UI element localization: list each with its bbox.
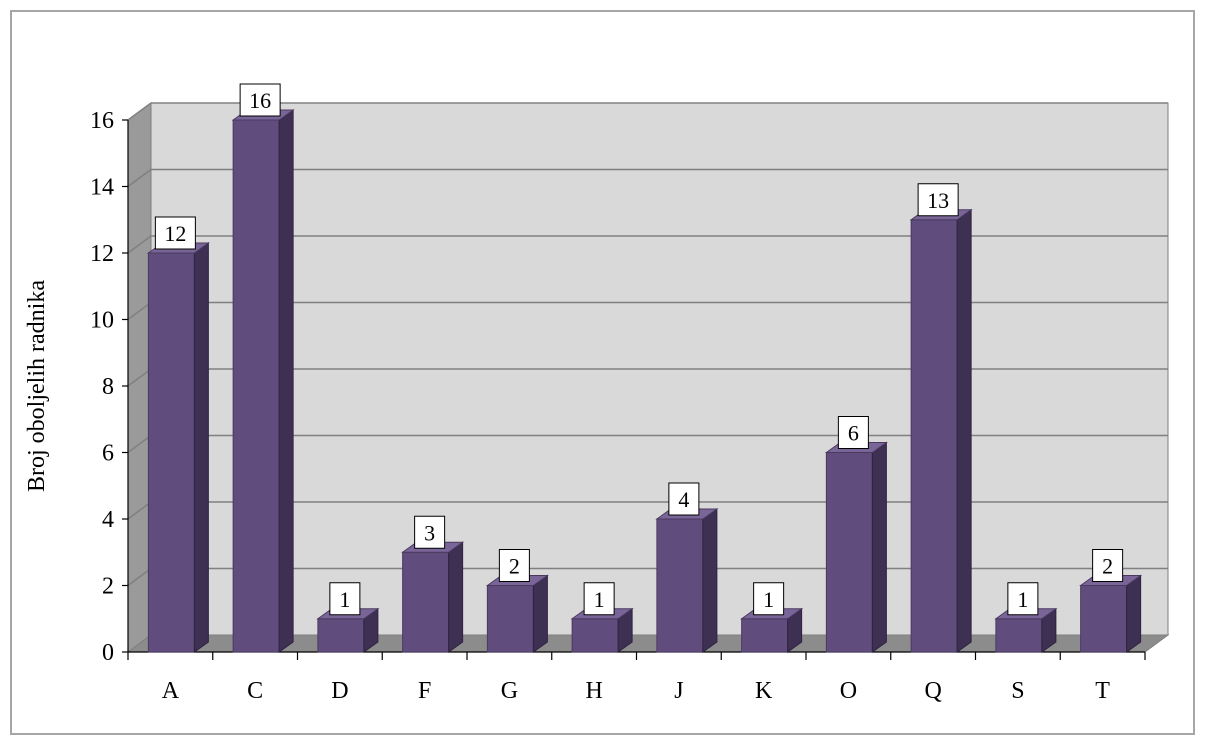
y-tick-label: 10 [90,308,114,334]
bar-front [995,618,1043,653]
bar-side [702,508,718,653]
bar-side [956,208,972,653]
data-label-box [668,482,700,516]
bar-front [910,219,958,653]
data-label-box [917,183,959,217]
data-label-box [753,582,785,616]
data-label-box [837,416,869,449]
bar-side [871,441,887,653]
bar-front [486,585,534,653]
bar-T: 2 [1079,549,1143,653]
x-tick-label: S [1011,678,1024,704]
y-tick-label: 0 [102,640,114,666]
bar-side [448,541,464,653]
data-label: 4 [678,487,689,512]
y-tick-label: 6 [102,441,114,467]
data-label-box [1092,549,1124,582]
y-tick-label: 12 [90,241,114,267]
gridline-side [127,235,152,254]
bar-side [193,242,209,653]
gridline-side [127,368,152,387]
data-label: 1 [339,587,350,612]
bar-side [1126,574,1142,653]
bar-front [741,618,789,653]
axes [122,119,1146,660]
bar-front [402,551,450,653]
y-axis-title: Broj oboljelih radnika [24,280,50,492]
bar-G: 2 [485,549,549,653]
data-label: 3 [424,520,435,545]
bar-front [147,252,195,653]
gridline-side [127,567,152,587]
y-tick-label: 2 [102,574,114,600]
x-tick-label: G [501,678,518,704]
x-tick-label: F [418,678,431,704]
data-label-box [414,515,446,549]
data-label-box [1007,582,1039,616]
bar-C: 16 [231,83,295,653]
data-label: 16 [249,88,271,113]
y-tick-label: 4 [102,507,114,533]
data-label: 2 [1102,554,1113,579]
data-label: 2 [509,554,520,579]
y-tick-label: 16 [90,108,114,134]
bar-front [656,518,704,653]
x-tick-label: A [162,678,180,704]
bar-O: 6 [824,416,888,653]
bar-H: 1 [570,582,634,653]
data-label: 1 [763,587,774,612]
bar-front [1080,585,1128,653]
data-label: 1 [594,587,605,612]
bar-K: 1 [740,582,804,653]
bar-front [232,119,280,653]
bar-F: 3 [401,515,465,653]
y-tick-label: 8 [102,374,114,400]
x-tick-label: T [1095,678,1110,704]
bar-side [278,109,294,653]
x-tick-label: D [331,678,348,704]
bar-D: 1 [316,582,380,653]
gridline-side [127,501,152,520]
x-tick-label: Q [924,678,941,704]
data-label: 12 [164,221,186,246]
gridline-side [127,434,152,454]
data-label-box [329,582,361,616]
bar-J: 4 [655,482,719,653]
data-label: 1 [1017,587,1028,612]
bar-Q: 13 [909,183,973,653]
gridline-side [127,301,152,321]
x-tick-label: K [755,678,773,704]
x-tick-label: J [674,678,683,704]
data-label-box [583,582,615,616]
bar-S: 1 [994,582,1058,653]
data-label-box [498,549,530,582]
x-tick-label: O [840,678,857,704]
data-label-box [154,216,196,250]
y-tick-label: 14 [90,175,114,201]
gridline-side [127,168,152,188]
bar-front [571,618,619,653]
data-label: 6 [848,421,859,446]
bar-front [317,618,365,653]
data-label: 13 [927,188,949,213]
x-tick-label: C [247,678,263,704]
gridline-side [127,102,152,121]
data-label-box [239,83,281,117]
bar-A: 12 [146,216,210,653]
bar-side [532,574,548,653]
x-tick-label: H [585,678,602,704]
bar-front [825,452,873,653]
